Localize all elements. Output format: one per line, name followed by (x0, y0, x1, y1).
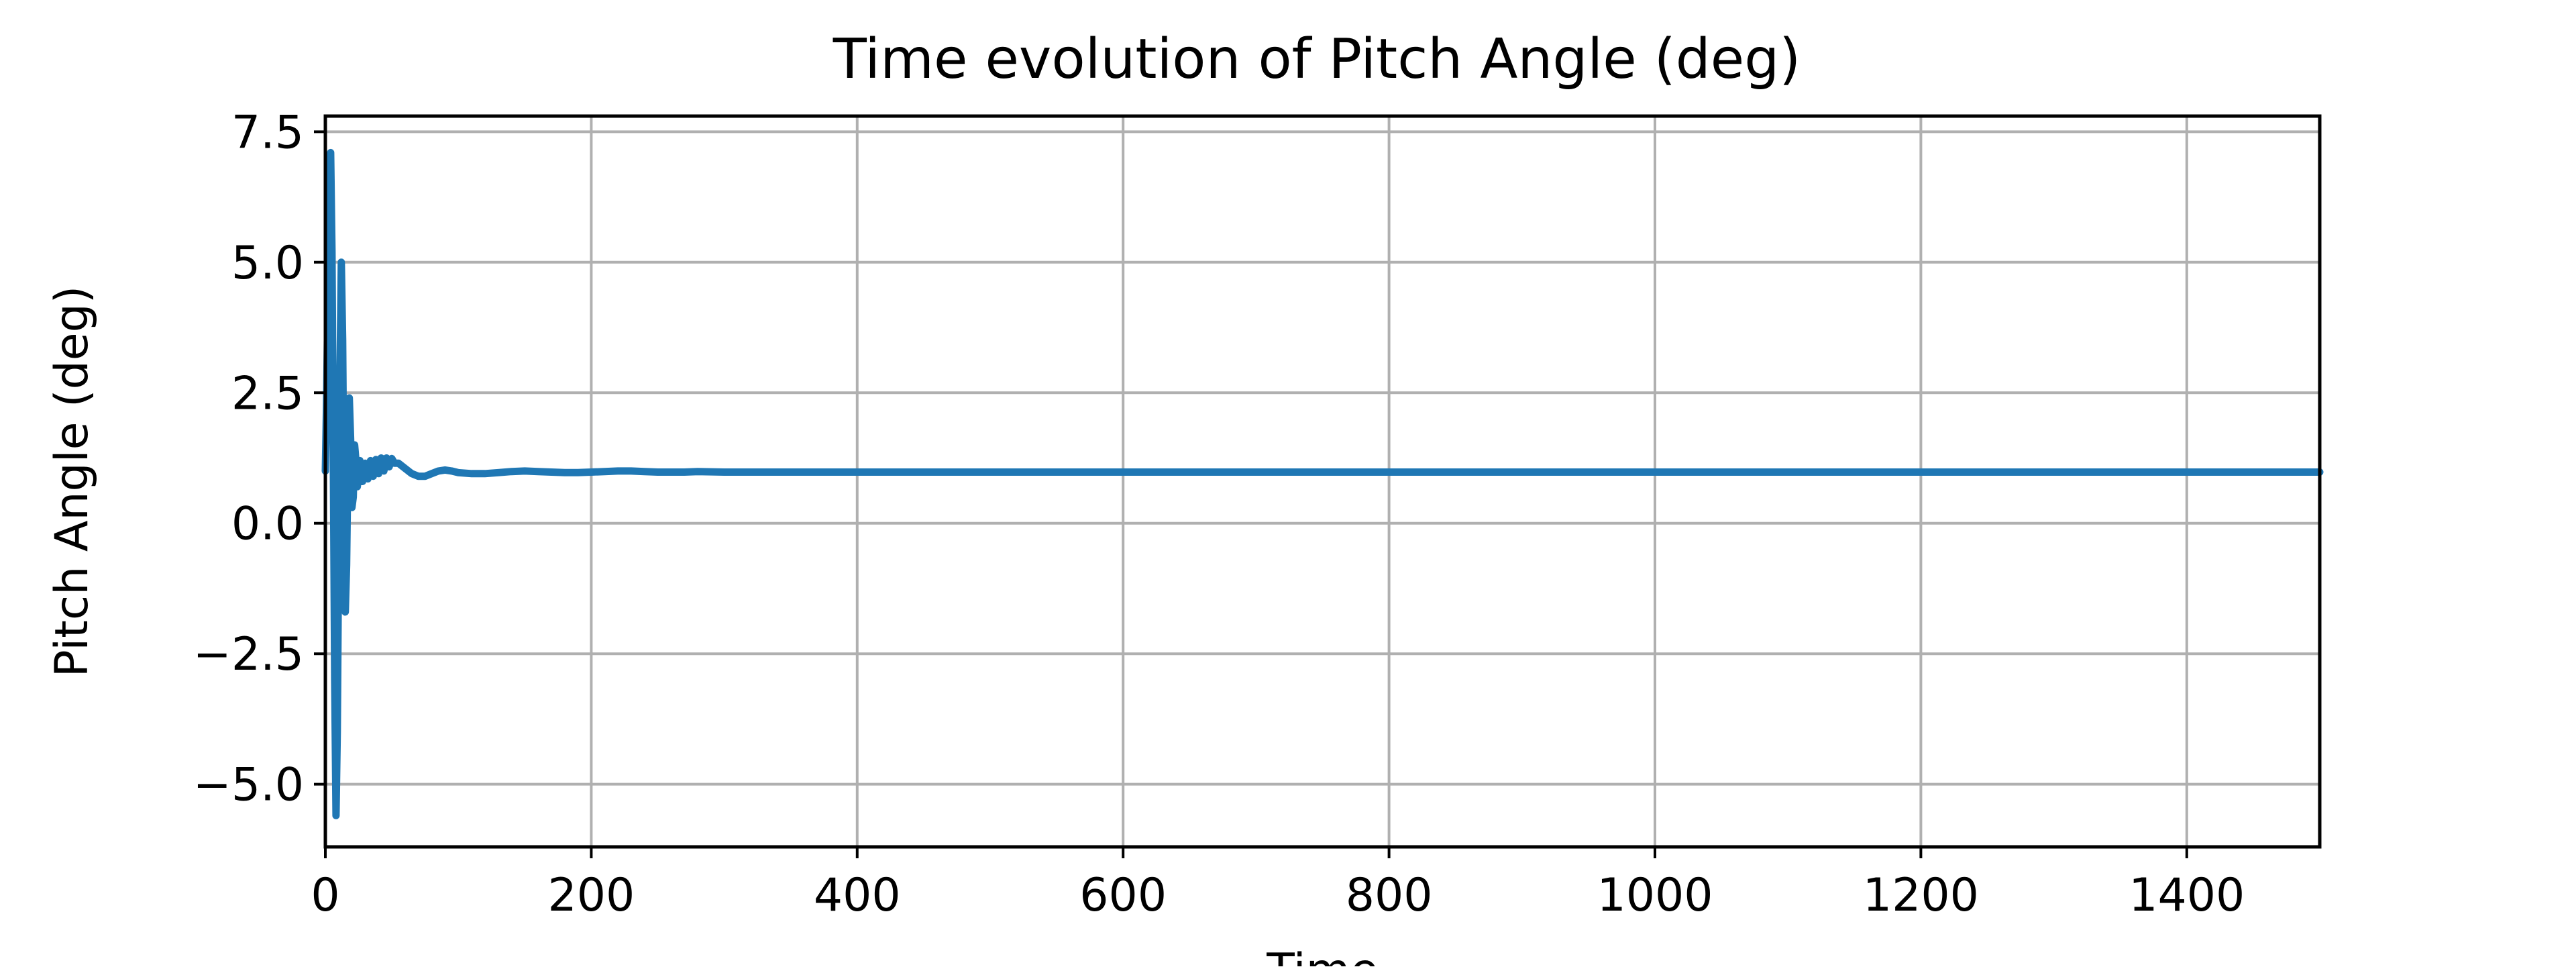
x-tick-label: 800 (1346, 869, 1433, 922)
grid-lines (324, 116, 2320, 847)
series-line (321, 148, 2324, 819)
plot-frame (323, 114, 2322, 849)
y-tick-label: 2.5 (231, 367, 304, 420)
y-tick-label: 0.0 (231, 498, 304, 551)
chart-title: Time evolution of Pitch Angle (deg) (833, 28, 1801, 91)
y-tick-label: −2.5 (193, 628, 304, 681)
y-axis-ticks: 7.5 5.0 2.5 0.0 −2.5 −5.0 (193, 106, 325, 812)
x-axis-ticks: 0 200 400 600 800 1000 1200 1400 (311, 847, 2245, 922)
y-tick-label: 7.5 (231, 106, 304, 159)
y-tick-label: 5.0 (231, 237, 304, 290)
x-tick-label: 1400 (2129, 869, 2245, 922)
x-tick-label: 400 (814, 869, 901, 922)
x-tick-label: 0 (311, 869, 339, 922)
x-tick-label: 600 (1079, 869, 1167, 922)
series-layer (321, 148, 2324, 819)
x-tick-label: 200 (548, 869, 635, 922)
x-axis-title: Time (1266, 944, 1378, 966)
y-axis-title: Pitch Angle (deg) (46, 286, 99, 678)
x-tick-label: 1200 (1863, 869, 1979, 922)
y-tick-label: −5.0 (193, 759, 304, 812)
x-tick-label: 1000 (1597, 869, 1713, 922)
